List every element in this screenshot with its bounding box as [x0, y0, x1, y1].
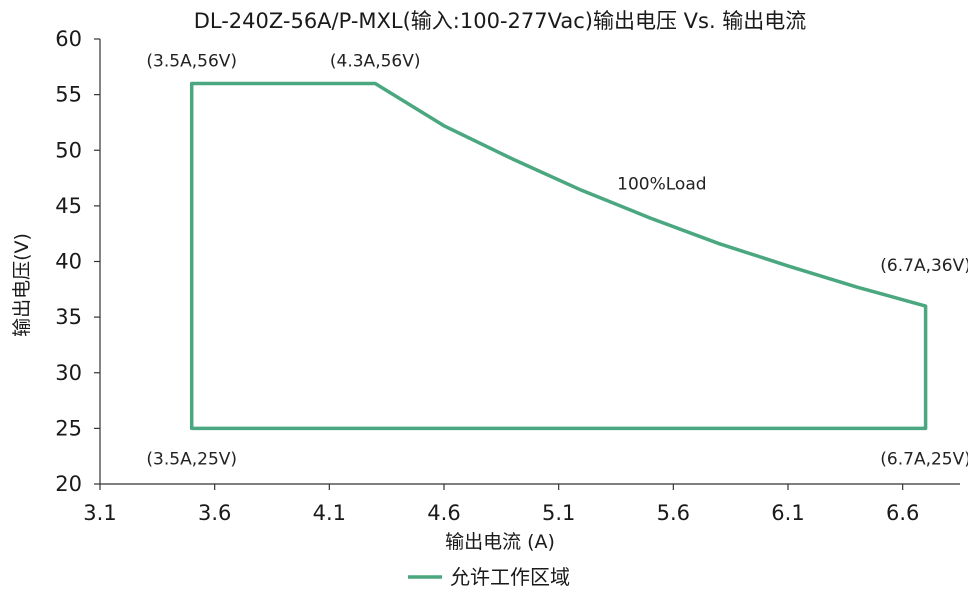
x-axis-label: 输出电流 (A)	[445, 531, 555, 553]
data-annotation: (4.3A,56V)	[330, 52, 421, 72]
y-tick-label: 40	[55, 250, 82, 274]
y-tick-label: 35	[55, 305, 82, 329]
plot-area: 20 25 30 35 40 45 50 55 60 3.1 3.6 4.1 4.6 5.1 5.6 6.1 6…	[55, 27, 968, 525]
legend-label: 允许工作区域	[450, 565, 570, 589]
chart-title: DL-240Z-56A/P-MXL(输入:100-277Vac)输出电压 Vs.…	[194, 9, 807, 33]
series-line-safe-operating-area	[189, 81, 928, 431]
x-tick-label: 6.1	[771, 501, 804, 525]
y-tick-label: 55	[55, 83, 82, 107]
x-tick-label: 4.1	[313, 501, 346, 525]
data-annotation: (3.5A,56V)	[146, 52, 237, 72]
y-tick-label: 25	[55, 416, 82, 440]
x-tick-label: 3.1	[83, 501, 116, 525]
x-tick-label: 5.1	[542, 501, 575, 525]
data-annotation: 100%Load	[617, 175, 706, 195]
data-annotation: (6.7A,25V)	[880, 449, 968, 469]
legend: 允许工作区域	[408, 565, 570, 589]
y-tick-label: 30	[55, 361, 82, 385]
y-tick-label: 50	[55, 138, 82, 162]
y-tick-label: 20	[55, 472, 82, 496]
y-axis-label: 输出电压(V)	[11, 233, 33, 337]
y-tick-label: 45	[55, 194, 82, 218]
x-tick-label: 3.6	[198, 501, 231, 525]
data-annotation: (6.7A,36V)	[880, 256, 968, 276]
y-tick-label: 60	[55, 27, 82, 51]
data-annotation: (3.5A,25V)	[146, 449, 237, 469]
x-tick-label: 4.6	[427, 501, 460, 525]
x-tick-label: 6.6	[886, 501, 919, 525]
x-tick-label: 5.6	[657, 501, 690, 525]
